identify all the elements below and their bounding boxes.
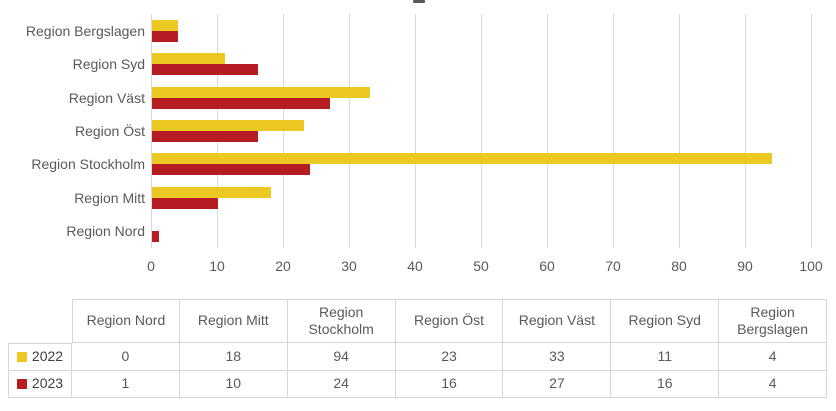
table-column-header: Region Stockholm [287, 299, 396, 343]
table-value-cell: 27 [503, 371, 612, 398]
chart-data-table: Region Nord Region Mitt Region Stockholm Re… [8, 299, 828, 398]
category-label: Region Nord [66, 223, 145, 240]
table-value-cell: 0 [72, 343, 180, 371]
gridline [613, 14, 614, 248]
table-value-cell: 23 [395, 343, 504, 371]
x-axis-tick-label: 10 [209, 258, 225, 274]
table-value-cell: 18 [179, 343, 288, 371]
bar-2022 [152, 53, 225, 65]
bar-2023 [152, 131, 258, 142]
legend-cell-2022: 2022 [8, 343, 72, 371]
bar-2022 [152, 153, 773, 165]
legend-label: 2023 [31, 375, 64, 392]
legend-swatch-2023 [16, 379, 27, 389]
category-label: Region Bergslagen [25, 22, 145, 39]
x-axis-tick-label: 80 [671, 258, 687, 274]
x-axis-tick-label: 30 [341, 258, 357, 274]
table-value-cell: 33 [503, 343, 612, 371]
bar-2023 [152, 64, 258, 76]
table-column-header: Region Nord [72, 299, 180, 343]
legend-swatch-2022 [16, 352, 27, 362]
x-axis-tick-label: 50 [473, 258, 489, 274]
bar-2023 [152, 231, 159, 243]
table-value-cell: 94 [287, 343, 396, 371]
gridline [745, 14, 746, 248]
table-column-header: Region Väst [503, 299, 612, 343]
category-label: Region Stockholm [31, 156, 145, 173]
bar-2023 [152, 197, 218, 209]
bar-2023 [152, 97, 331, 109]
category-label: Region Öst [74, 123, 145, 139]
bar-2022 [152, 19, 179, 31]
category-label: Region Syd [72, 56, 145, 73]
x-axis-tick-label: 70 [605, 258, 621, 274]
legend-cell-2023: 2023 [8, 371, 72, 398]
table-value-cell: 10 [179, 371, 288, 398]
category-label: Region Mitt [74, 189, 145, 206]
table-value-cell: 24 [287, 371, 396, 398]
legend-label: 2022 [31, 348, 64, 365]
cropped-chart-title-fragment [413, 0, 425, 3]
table-value-cell: 16 [611, 371, 720, 398]
gridline [811, 14, 812, 248]
table-column-header: Region Mitt [179, 299, 288, 343]
bar-2022 [152, 186, 271, 198]
bar-2023 [152, 30, 179, 42]
x-axis-tick-label: 60 [539, 258, 555, 274]
gridline [415, 14, 416, 248]
table-value-cell: 16 [395, 371, 504, 398]
x-axis-tick-label: 100 [799, 258, 823, 274]
gridline [679, 14, 680, 248]
table-value-cell: 4 [719, 371, 828, 398]
gridline [283, 14, 284, 248]
table-value-cell: 1 [72, 371, 180, 398]
bar-chart-plot-area: 0 10 20 30 40 50 60 70 80 90 100 Region Bergslagen R… [25, 14, 823, 274]
bar-2022 [152, 120, 304, 131]
category-label: Region Väst [68, 89, 145, 106]
x-axis-tick-label: 20 [275, 258, 291, 274]
x-axis-tick-label: 90 [737, 258, 753, 274]
gridline [547, 14, 548, 248]
table-column-header: Region Syd [611, 299, 720, 343]
table-corner-blank [8, 299, 72, 343]
gridline [481, 14, 482, 248]
x-axis-tick-label: 40 [407, 258, 423, 274]
gridline [151, 14, 152, 248]
table-value-cell: 4 [719, 343, 828, 371]
table-value-cell: 11 [611, 343, 720, 371]
table-column-header: Region Öst [395, 299, 504, 343]
x-axis-tick-label: 0 [147, 258, 155, 274]
table-column-header: Region Bergslagen [719, 299, 828, 343]
gridline [349, 14, 350, 248]
bar-2022 [152, 86, 370, 98]
bar-2023 [152, 164, 311, 176]
